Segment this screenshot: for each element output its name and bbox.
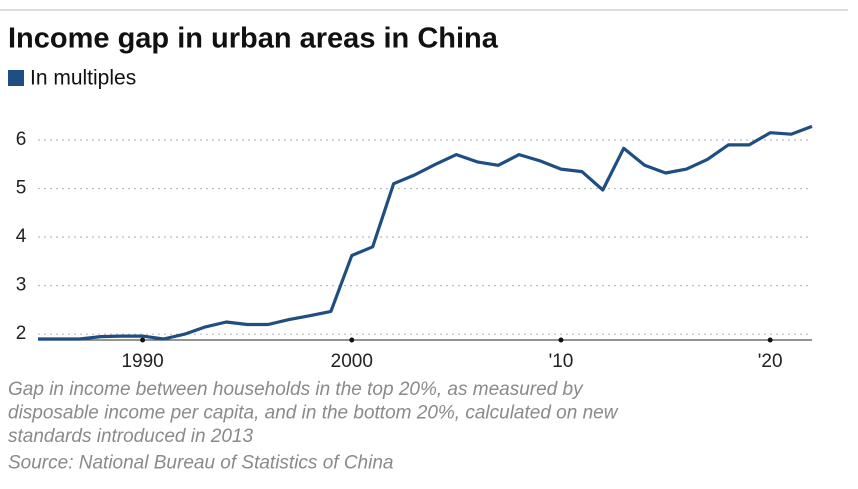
- footnote: disposable income per capita, and in the…: [8, 403, 619, 424]
- y-tick-label: 4: [16, 226, 27, 247]
- x-tick-mark: [140, 337, 146, 343]
- y-tick-label: 6: [16, 129, 27, 150]
- legend-swatch: [8, 70, 24, 86]
- legend-label: In multiples: [30, 67, 136, 90]
- line: [38, 124, 813, 341]
- footnote: standards introduced in 2013: [8, 426, 253, 447]
- footnote: Source: National Bureau of Statistics of…: [8, 453, 393, 474]
- y-tick-label: 3: [16, 275, 27, 296]
- footnote: Gap in income between households in the …: [8, 379, 584, 400]
- y-tick-label: 5: [16, 178, 27, 199]
- x-tick-mark: [558, 337, 564, 343]
- x-tick-label: 1990: [121, 351, 163, 372]
- chart-title: Income gap in urban areas in China: [8, 23, 499, 55]
- x-tick-label: '10: [549, 351, 574, 372]
- x-tick-label: 2000: [331, 351, 373, 372]
- y-tick-label: 2: [16, 323, 27, 344]
- x-tick-mark: [767, 337, 773, 343]
- x-tick-mark: [349, 337, 355, 343]
- x-tick-label: '20: [758, 351, 783, 372]
